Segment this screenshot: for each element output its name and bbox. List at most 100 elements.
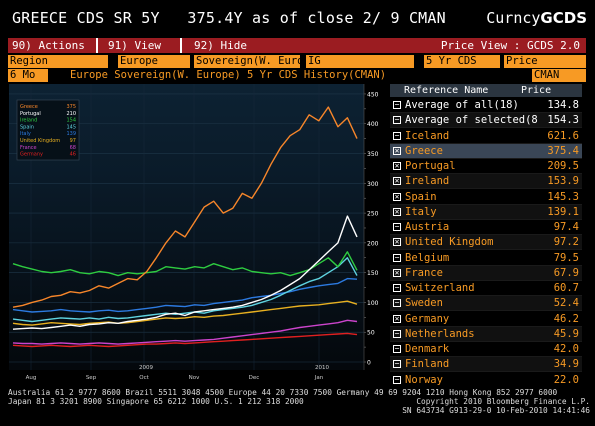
reference-name: Average of all(18)	[405, 99, 519, 111]
legend-value: 145	[66, 124, 76, 130]
list-item[interactable]: − Finland 34.9	[390, 357, 582, 373]
legend-value: 154	[66, 118, 76, 124]
x-tick-label: Nov	[189, 375, 200, 381]
chart-svg: 0 50 100 150 200 250 300 350 400 450 Aug Sep Oct Nov…	[9, 84, 379, 381]
series-line-greece	[12, 106, 358, 308]
x-tick-label: Aug	[26, 375, 37, 381]
reference-name: Greece	[405, 144, 443, 157]
legend-name: France	[20, 145, 37, 151]
checked-checkbox[interactable]: ✕	[393, 161, 401, 170]
x-tick-label: Dec	[249, 375, 260, 381]
view-menu-button[interactable]: 91) View	[108, 39, 161, 52]
unchecked-checkbox[interactable]: −	[393, 252, 401, 262]
legend-value: 210	[66, 111, 76, 117]
list-item[interactable]: − Sweden 52.4	[390, 296, 582, 312]
metric-dropdown[interactable]: Price	[504, 55, 586, 68]
list-item[interactable]: ✕ Ireland 153.9	[390, 174, 582, 190]
reference-name: Ireland	[405, 175, 450, 188]
price-value: 153.9	[547, 175, 579, 188]
source-dropdown[interactable]: CMAN	[532, 69, 586, 82]
period-dropdown[interactable]: 6 Mo	[8, 69, 48, 82]
list-item[interactable]: ✕ Italy 139.1	[390, 204, 582, 220]
list-item[interactable]: ✕ Portugal 209.5	[390, 159, 582, 174]
reference-name: Finland	[405, 358, 450, 371]
legend-value: 139	[66, 131, 76, 137]
list-item[interactable]: − Iceland 621.6	[390, 129, 582, 144]
legend-name: Greece	[20, 104, 38, 110]
unchecked-checkbox[interactable]: −	[393, 222, 401, 231]
list-item[interactable]: ✕ Spain 145.3	[390, 190, 582, 205]
list-item[interactable]: − Netherlands 45.9	[390, 326, 582, 342]
y-tick-label: 100	[367, 300, 379, 307]
legend-name: Portugal	[20, 111, 41, 117]
checked-checkbox[interactable]: ✕	[393, 191, 401, 201]
reference-name: Sweden	[405, 297, 443, 310]
checked-checkbox[interactable]: ✕	[393, 237, 401, 247]
reference-name-header[interactable]: Reference Name	[404, 85, 489, 96]
checked-checkbox[interactable]: ✕	[393, 267, 401, 277]
list-item[interactable]: − Switzerland 60.7	[390, 281, 582, 296]
checked-checkbox[interactable]: ✕	[393, 206, 401, 216]
price-value: 145.3	[547, 190, 579, 203]
series-line-spain	[12, 257, 358, 323]
list-item[interactable]: − Norway 22.0	[390, 373, 582, 386]
region-dropdown[interactable]: Europe	[118, 55, 190, 68]
unchecked-checkbox[interactable]: −	[393, 298, 401, 308]
list-item[interactable]: ✕ France 67.9	[390, 265, 582, 281]
reference-name: Spain	[405, 190, 437, 203]
y-tick-label: 50	[367, 330, 375, 337]
unchecked-checkbox[interactable]: −	[393, 359, 401, 369]
checked-checkbox[interactable]: ✕	[393, 313, 401, 323]
legend-name: Spain	[20, 124, 34, 130]
price-header[interactable]: Price	[521, 85, 552, 96]
reference-list-panel: Reference Name Price − Average of all(18)…	[390, 84, 582, 385]
price-view-label: Price View : GCDS 2.0	[440, 39, 580, 52]
actions-menu-button[interactable]: 90) Actions	[12, 39, 85, 52]
legend-value: 68	[70, 145, 76, 151]
legend-box	[16, 99, 80, 161]
footer-phones: Australia 61 2 9777 8600 Brazil 5511 304…	[8, 388, 558, 397]
list-item[interactable]: − Denmark 42.0	[390, 342, 582, 357]
price-value: 52.4	[553, 297, 579, 310]
checked-checkbox[interactable]: ✕	[393, 145, 401, 155]
unchecked-checkbox[interactable]: −	[393, 130, 401, 140]
menu-bar: 90) Actions 91) View 92) Hide Price View…	[8, 38, 586, 53]
unchecked-checkbox[interactable]: −	[393, 115, 401, 125]
list-item[interactable]: ✕ Greece 375.4	[390, 143, 582, 159]
price-value: 209.5	[547, 160, 579, 172]
legend-value: 46	[70, 152, 76, 158]
unchecked-checkbox[interactable]: −	[393, 283, 401, 292]
list-item[interactable]: ✕ United Kingdom 97.2	[390, 235, 582, 251]
reference-name: Norway	[405, 373, 443, 386]
price-value: 139.1	[547, 205, 579, 218]
series-line-germany	[12, 332, 358, 348]
menu-divider	[180, 38, 182, 53]
y-tick-label: 450	[367, 91, 379, 98]
list-item[interactable]: − Average of selected(8 154.3	[390, 113, 582, 129]
brand-label: CurncyGCDS	[486, 9, 587, 27]
list-item[interactable]: ✕ Germany 46.2	[390, 312, 582, 327]
price-value: 621.6	[547, 129, 579, 142]
grade-dropdown[interactable]: IG	[306, 55, 414, 68]
list-item[interactable]: − Austria 97.4	[390, 220, 582, 235]
price-value: 45.9	[553, 327, 579, 340]
list-header: Reference Name Price	[390, 84, 582, 97]
y-tick-label: 150	[367, 270, 379, 277]
cds-history-chart[interactable]: 0 50 100 150 200 250 300 350 400 450 Aug Sep Oct Nov…	[9, 84, 383, 384]
footer-copyright: Copyright 2010 Bloomberg Finance L.P.	[416, 397, 590, 406]
brand-function: GCDS	[540, 9, 587, 27]
hide-menu-button[interactable]: 92) Hide	[194, 39, 247, 52]
y-tick-label: 350	[367, 151, 379, 158]
checked-checkbox[interactable]: ✕	[393, 176, 401, 186]
unchecked-checkbox[interactable]: −	[393, 374, 401, 384]
legend-value: 97	[70, 138, 76, 144]
tenor-dropdown[interactable]: 5 Yr CDS	[424, 55, 500, 68]
list-item[interactable]: − Belgium 79.5	[390, 251, 582, 266]
sector-dropdown[interactable]: Sovereign(W. Euro	[194, 55, 300, 68]
unchecked-checkbox[interactable]: −	[393, 344, 401, 353]
unchecked-checkbox[interactable]: −	[393, 100, 401, 109]
security-quote: 375.4Y as of close 2/ 9 CMAN	[187, 9, 446, 27]
unchecked-checkbox[interactable]: −	[393, 328, 401, 338]
list-item[interactable]: − Average of all(18) 134.8	[390, 98, 582, 113]
security-title: GREECE CDS SR 5Y 375.4Y as of close 2/ 9…	[12, 9, 446, 27]
